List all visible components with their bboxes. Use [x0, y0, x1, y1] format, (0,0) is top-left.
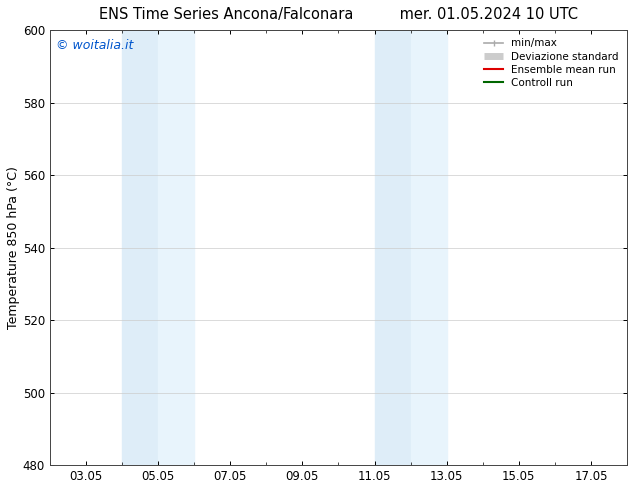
Bar [158, 30, 194, 465]
Legend: min/max, Deviazione standard, Ensemble mean run, Controll run: min/max, Deviazione standard, Ensemble m… [481, 35, 622, 91]
Bar [411, 30, 447, 465]
Y-axis label: Temperature 850 hPa (°C): Temperature 850 hPa (°C) [7, 166, 20, 329]
Bar [122, 30, 158, 465]
Title: ENS Time Series Ancona/Falconara          mer. 01.05.2024 10 UTC: ENS Time Series Ancona/Falconara mer. 01… [99, 7, 578, 22]
Bar [375, 30, 411, 465]
Text: © woitalia.it: © woitalia.it [56, 39, 133, 52]
